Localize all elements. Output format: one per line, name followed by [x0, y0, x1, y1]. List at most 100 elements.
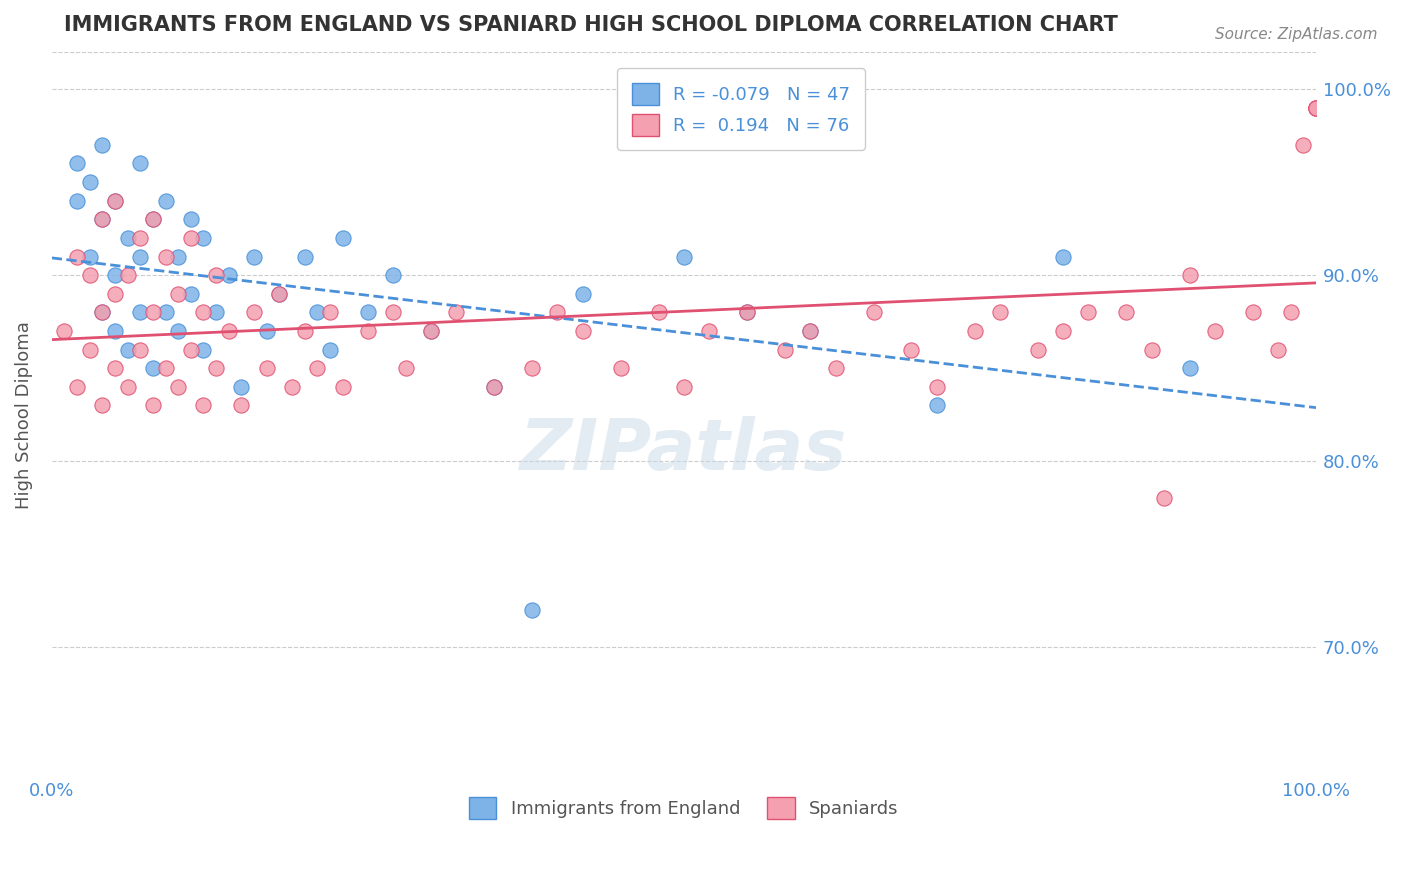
Point [155, 194, 177, 208]
Point [1305, 101, 1327, 115]
Point [256, 324, 278, 338]
Point [129, 343, 152, 357]
Point [167, 250, 190, 264]
Point [91, 137, 114, 152]
Point [104, 361, 127, 376]
Point [180, 286, 202, 301]
Point [66, 380, 89, 394]
Point [218, 268, 240, 282]
Point [1305, 101, 1327, 115]
Point [522, 603, 544, 617]
Point [281, 380, 304, 394]
Point [91, 212, 114, 227]
Point [1204, 324, 1226, 338]
Point [1026, 343, 1049, 357]
Point [104, 268, 127, 282]
Point [332, 231, 354, 245]
Point [484, 380, 506, 394]
Point [205, 268, 228, 282]
Point [900, 343, 922, 357]
Point [129, 156, 152, 170]
Point [1153, 491, 1175, 506]
Point [142, 398, 165, 412]
Point [104, 286, 127, 301]
Point [1279, 305, 1302, 319]
Point [129, 231, 152, 245]
Point [672, 250, 695, 264]
Point [167, 324, 190, 338]
Point [180, 343, 202, 357]
Point [357, 324, 380, 338]
Point [243, 305, 266, 319]
Point [446, 305, 468, 319]
Point [104, 324, 127, 338]
Point [231, 398, 253, 412]
Point [117, 231, 139, 245]
Point [420, 324, 443, 338]
Text: IMMIGRANTS FROM ENGLAND VS SPANIARD HIGH SCHOOL DIPLOMA CORRELATION CHART: IMMIGRANTS FROM ENGLAND VS SPANIARD HIGH… [65, 15, 1118, 35]
Point [294, 250, 316, 264]
Point [1052, 324, 1074, 338]
Point [91, 398, 114, 412]
Point [1178, 361, 1201, 376]
Point [231, 380, 253, 394]
Point [1077, 305, 1099, 319]
Point [193, 398, 215, 412]
Point [522, 361, 544, 376]
Point [1140, 343, 1163, 357]
Point [307, 305, 329, 319]
Point [79, 175, 101, 189]
Point [963, 324, 986, 338]
Point [925, 398, 948, 412]
Point [1241, 305, 1264, 319]
Point [117, 343, 139, 357]
Point [1115, 305, 1137, 319]
Point [129, 305, 152, 319]
Point [167, 380, 190, 394]
Text: Source: ZipAtlas.com: Source: ZipAtlas.com [1215, 27, 1378, 42]
Point [319, 305, 342, 319]
Point [104, 194, 127, 208]
Point [129, 250, 152, 264]
Point [1052, 250, 1074, 264]
Point [205, 305, 228, 319]
Point [142, 212, 165, 227]
Point [66, 250, 89, 264]
Y-axis label: High School Diploma: High School Diploma [15, 321, 32, 508]
Point [1292, 137, 1315, 152]
Point [193, 231, 215, 245]
Point [1178, 268, 1201, 282]
Point [1305, 101, 1327, 115]
Point [609, 361, 631, 376]
Point [91, 305, 114, 319]
Point [294, 324, 316, 338]
Point [79, 268, 101, 282]
Point [79, 250, 101, 264]
Point [218, 324, 240, 338]
Point [66, 194, 89, 208]
Point [180, 212, 202, 227]
Point [672, 380, 695, 394]
Point [243, 250, 266, 264]
Point [79, 343, 101, 357]
Point [104, 194, 127, 208]
Point [773, 343, 796, 357]
Point [319, 343, 342, 357]
Point [205, 361, 228, 376]
Point [735, 305, 758, 319]
Point [332, 380, 354, 394]
Point [824, 361, 846, 376]
Point [484, 380, 506, 394]
Point [988, 305, 1011, 319]
Point [546, 305, 568, 319]
Point [142, 361, 165, 376]
Point [167, 286, 190, 301]
Point [1305, 101, 1327, 115]
Point [117, 380, 139, 394]
Point [256, 361, 278, 376]
Text: ZIPatlas: ZIPatlas [520, 417, 848, 485]
Point [66, 156, 89, 170]
Point [155, 250, 177, 264]
Point [193, 343, 215, 357]
Point [142, 305, 165, 319]
